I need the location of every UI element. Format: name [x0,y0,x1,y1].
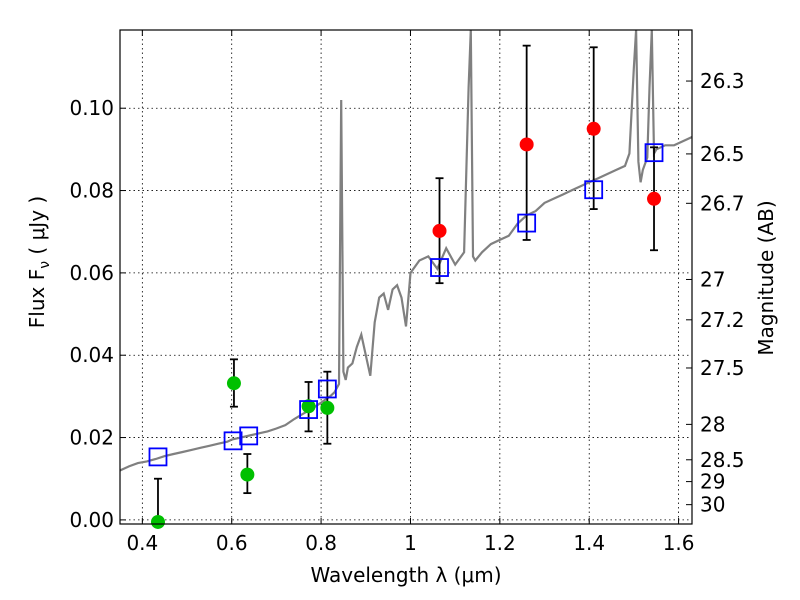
right-tick-label: 28 [700,412,725,436]
data-point-green [320,400,335,415]
y-tick-label: 0.06 [69,261,114,285]
model-spectrum-line [120,30,692,472]
right-tick-label: 28.5 [700,448,745,472]
y-axis-label-main: Flux F [25,269,49,328]
x-tick-label: 1 [404,531,417,555]
right-tick-label: 26.7 [700,191,745,215]
x-tick-label: 0.6 [216,531,248,555]
right-axis-label: Magnitude (AB) [754,200,778,355]
right-tick-label: 27.2 [700,308,745,332]
y-axis-label: Flux Fν ( μJy ) [25,196,53,328]
y-axis-label-unit: ( μJy ) [25,196,49,261]
model-square-marker [430,258,449,277]
y-tick-label: 0.08 [69,179,114,203]
data-point-green [240,467,255,482]
data-point-red [647,191,662,206]
model-square-marker [148,447,168,467]
model-spectrum-layer [120,30,692,472]
y-axis-label-sub: ν [37,261,53,269]
right-tick-label: 29 [700,470,725,494]
data-point-green [226,376,241,391]
x-tick-label: 1.2 [484,531,516,555]
model-square-marker [584,180,604,200]
model-square-marker [517,213,537,233]
model-square-marker [644,143,664,163]
x-tick-label: 0.8 [305,531,337,555]
model-square-marker [223,431,243,451]
axes: 0.4 0.6 0.8 1 1.2 1.4 1.6 0.00 0.02 0.04 0.06 0.08 0… [69,30,745,555]
markers-layer [148,44,664,529]
y-tick-label: 0.10 [69,96,114,120]
right-tick-label: 27 [700,267,725,291]
model-square-marker [317,379,337,399]
model-square-marker [299,400,318,419]
model-square-marker [239,426,259,446]
x-tick-label: 1.4 [573,531,605,555]
x-tick-label: 1.6 [663,531,695,555]
right-tick-label: 26.5 [700,142,745,166]
data-point-red [519,137,534,152]
x-axis-label: Wavelength λ (μm) [310,563,501,587]
right-tick-label: 27.5 [700,356,745,380]
plot-frame [119,29,693,525]
grid [120,30,692,524]
x-tick-label: 0.4 [126,531,158,555]
y-tick-label: 0.00 [69,508,114,532]
data-point-green [301,399,316,414]
right-tick-label: 30 [700,493,725,517]
data-point-red [586,121,601,136]
y-tick-label: 0.04 [69,343,114,367]
y-tick-label: 0.02 [69,426,114,450]
data-point-red [432,223,447,238]
data-point-green [150,514,165,529]
right-tick-label: 26.3 [700,69,745,93]
